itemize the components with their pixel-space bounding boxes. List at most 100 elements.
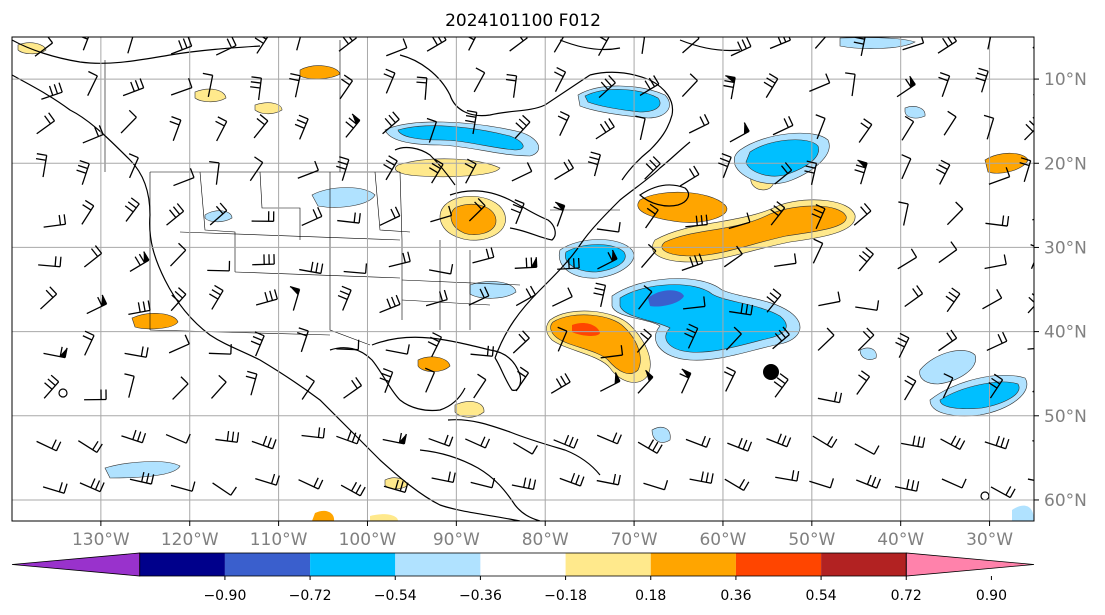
wind-barb xyxy=(812,435,838,449)
wind-barb xyxy=(902,37,925,51)
wind-barb xyxy=(251,435,277,450)
wind-barb-layer xyxy=(34,37,1034,499)
wind-barb xyxy=(509,37,528,52)
lon-tick-label: 110°W xyxy=(250,530,308,550)
wind-barb xyxy=(1032,45,1034,49)
wind-barb xyxy=(987,37,992,50)
wind-barb xyxy=(464,158,477,184)
wind-barb xyxy=(382,432,407,445)
wind-barb xyxy=(763,73,779,98)
lat-tick-label: 10°N xyxy=(1044,70,1087,90)
wind-barb xyxy=(638,285,653,310)
wind-barb xyxy=(639,37,646,54)
wind-barb xyxy=(774,162,793,185)
wind-barb xyxy=(598,74,616,99)
wind-barb xyxy=(170,37,193,55)
wind-barb xyxy=(337,212,361,224)
wind-barb xyxy=(811,204,826,230)
wind-barb xyxy=(897,248,918,270)
wind-barb xyxy=(1032,390,1034,393)
wind-barb xyxy=(898,201,909,226)
wind-barb xyxy=(595,118,615,140)
wind-barb xyxy=(426,117,438,143)
wind-barb xyxy=(817,391,843,404)
wind-barb xyxy=(1030,244,1034,270)
wind-barb xyxy=(36,439,62,452)
wind-barb xyxy=(388,251,411,268)
wind-barb xyxy=(124,373,135,398)
wind-barb xyxy=(168,334,190,354)
wind-barb xyxy=(988,373,1004,399)
wind-barb xyxy=(297,327,309,353)
wind-barb xyxy=(251,211,275,222)
wind-barb xyxy=(36,112,56,135)
wind-barb xyxy=(901,154,912,180)
colorbar-tick-label: −0.54 xyxy=(374,588,417,604)
wind-barb xyxy=(173,168,195,187)
wind-barb xyxy=(170,78,193,96)
wind-barb xyxy=(730,37,752,57)
wind-barb xyxy=(511,162,533,182)
wind-barb xyxy=(289,73,301,98)
wind-barb xyxy=(858,118,873,143)
wind-barb xyxy=(901,435,926,448)
wind-barb xyxy=(207,260,231,272)
wind-barb xyxy=(593,282,607,308)
wind-barb xyxy=(812,238,824,264)
lon-tick-label: 130°W xyxy=(72,530,130,550)
wind-barb xyxy=(904,375,917,401)
colorbar-tick-label: 0.54 xyxy=(805,588,836,604)
wind-barb xyxy=(553,201,566,227)
wind-barb xyxy=(208,344,232,355)
map-frame xyxy=(11,36,1035,522)
wind-barb xyxy=(725,326,742,351)
wind-barb xyxy=(382,111,400,135)
storm-center-marker xyxy=(763,364,779,380)
wind-barb xyxy=(511,477,537,491)
wind-barb xyxy=(343,377,363,399)
wind-barb xyxy=(596,222,621,233)
wind-barb xyxy=(289,285,301,311)
wind-barb xyxy=(681,73,698,98)
colorbar-swatch xyxy=(395,553,481,576)
wind-barb xyxy=(209,202,228,226)
wind-barb xyxy=(559,472,585,487)
wind-barb xyxy=(514,257,538,269)
wind-barb xyxy=(129,251,150,273)
wind-barb xyxy=(1027,478,1034,481)
lon-tick-label: 60°W xyxy=(699,530,746,550)
lon-tick-label: 70°W xyxy=(611,530,658,550)
wind-barb xyxy=(425,289,448,307)
wind-barb xyxy=(340,481,366,497)
wind-barb xyxy=(249,156,264,182)
wind-barb xyxy=(514,114,531,139)
lat-tick-label: 20°N xyxy=(1044,154,1087,174)
colorbar-swatch xyxy=(735,553,822,576)
wind-barb xyxy=(427,332,443,358)
wind-barb xyxy=(385,344,410,355)
wind-barb xyxy=(938,72,951,97)
wind-barb xyxy=(728,212,751,230)
wind-barb xyxy=(983,114,995,140)
wind-barb xyxy=(430,205,453,223)
wind-barb xyxy=(596,473,621,486)
axis-ticks xyxy=(100,78,1039,526)
wind-barb xyxy=(1032,218,1034,221)
colorbar-extend-high xyxy=(905,552,1035,577)
wind-barb xyxy=(515,285,536,307)
wind-barb xyxy=(689,471,714,484)
wind-barb xyxy=(298,477,324,490)
wind-barb xyxy=(301,207,323,227)
wind-barb xyxy=(894,479,920,492)
wind-barb xyxy=(473,67,486,93)
wind-barb xyxy=(552,287,573,307)
wind-barb xyxy=(600,345,624,359)
wind-barb xyxy=(684,323,699,349)
wind-barb xyxy=(170,287,187,312)
wind-barb xyxy=(724,478,750,491)
wind-barb xyxy=(336,156,350,181)
wind-barb xyxy=(345,113,361,138)
wind-barb xyxy=(640,243,657,268)
colorbar: −0.90 −0.72 −0.54 −0.36 −0.18 0.18 0.36 0.54 0.7… xyxy=(11,552,1035,604)
wind-barb xyxy=(77,440,103,454)
